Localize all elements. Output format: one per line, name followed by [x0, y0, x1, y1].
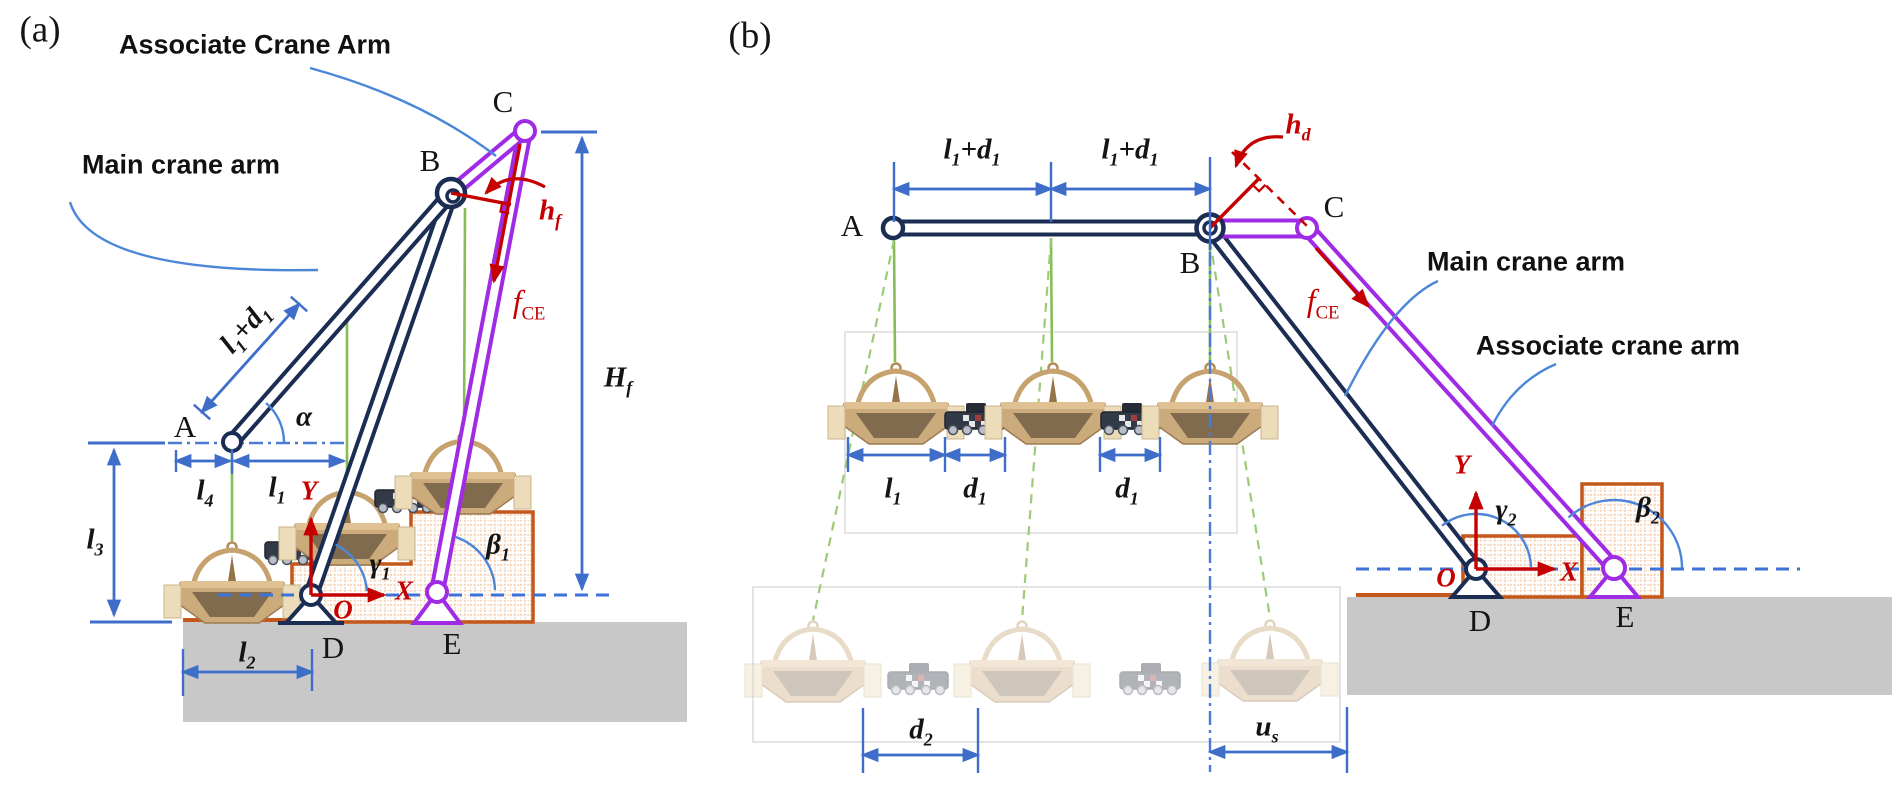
panel-a-tag: (a) [19, 9, 61, 51]
dimensions [90, 130, 1350, 773]
right-angle-mark-b [1251, 184, 1267, 193]
force-and-axis-annotations [303, 135, 1557, 603]
pointer-and-angle-arcs [68, 66, 1684, 592]
main-arm-callout-a: Main crane arm [81, 149, 281, 180]
l4-label: l4 [196, 474, 214, 511]
pin-c [1295, 216, 1319, 240]
beta1-label: β1 [486, 528, 510, 565]
hf-label: hf [538, 194, 562, 231]
point-label-e-b: E [1615, 599, 1635, 634]
point-label-c-b: C [1323, 189, 1345, 224]
d1-label-right: d1 [1115, 472, 1139, 509]
gamma2-label: γ2 [1495, 493, 1517, 530]
Hf-height-label: Hf [603, 361, 633, 398]
point-label-a-b: A [840, 208, 864, 243]
d2-label: d2 [909, 713, 933, 750]
y-axis-label-b: Y [1453, 449, 1471, 480]
panel-b-tag: (b) [728, 15, 772, 57]
hd-sweep-arrow [1234, 135, 1284, 169]
origin-label-b: O [1436, 562, 1456, 593]
reference-lines [88, 252, 1800, 772]
point-label-b-a: B [419, 143, 441, 178]
point-label-e-a: E [442, 626, 462, 661]
beta2-label: β2 [1636, 491, 1660, 528]
point-label-c-a: C [492, 84, 514, 119]
point-label-d-b: D [1468, 603, 1492, 638]
hd-dashed-line [1231, 151, 1308, 227]
main-arm-pointer-arc-a [68, 201, 319, 272]
us-label: us [1255, 710, 1279, 747]
d1-label-left: d1 [963, 472, 987, 509]
pin-e [1601, 555, 1627, 581]
fce-label-a: fCE [512, 283, 546, 325]
l1-label-a: l1 [268, 471, 286, 508]
beta1-angle-arc [454, 535, 497, 591]
l3-label: l3 [86, 523, 104, 560]
x-axis-label-a: X [394, 575, 414, 606]
alpha-label: α [295, 400, 313, 433]
panel-b-arms [880, 212, 1643, 599]
l1-label-b: l1 [884, 472, 902, 509]
gamma1-label: γ1 [369, 547, 391, 584]
gamma2-angle-arc [1441, 512, 1533, 568]
associate-arm-pointer-arc-b [1490, 362, 1557, 427]
y-axis-label-a: Y [300, 475, 318, 506]
point-label-b-b: B [1179, 245, 1201, 280]
origin-label-a: O [333, 594, 353, 625]
pin-c [513, 119, 537, 143]
point-label-a-a: A [173, 409, 197, 444]
l2-label: l2 [238, 636, 256, 673]
associate-arm-pointer-arc-a [309, 66, 497, 157]
main-arm-callout-b: Main crane arm [1426, 246, 1626, 277]
pivot-support-d [1447, 565, 1505, 599]
associate-arm-callout-b: Associate crane arm [1475, 330, 1741, 361]
associate-arm-callout-a: Associate Crane Arm [118, 29, 392, 60]
hf-offset-line [450, 191, 512, 207]
main-arm-horizontal-segment [891, 219, 1212, 237]
hd-label: hd [1285, 108, 1311, 145]
pivot-support-e [1585, 564, 1643, 599]
panel-b-vessels-hanging [828, 364, 1278, 445]
hd-offset-line [1208, 177, 1261, 230]
pin-a [221, 431, 243, 453]
panel-b-vessels-lowered [745, 621, 1338, 703]
point-label-d-a: D [321, 630, 345, 665]
span-label-left: l1+d1 [943, 133, 1001, 170]
fce-force-arrow-b [1314, 246, 1370, 308]
main-arm-pointer-arc-b [1343, 279, 1439, 397]
pin-e [425, 580, 449, 604]
span-label-right: l1+d1 [1101, 133, 1159, 170]
beta2-angle-arc [1567, 498, 1684, 569]
x-axis-label-b: X [1559, 556, 1579, 587]
gamma1-angle-arc [335, 543, 369, 592]
pivot-support-e [410, 588, 464, 625]
fce-label-b: fCE [1306, 282, 1340, 324]
fce-force-arrow-a [489, 143, 522, 284]
